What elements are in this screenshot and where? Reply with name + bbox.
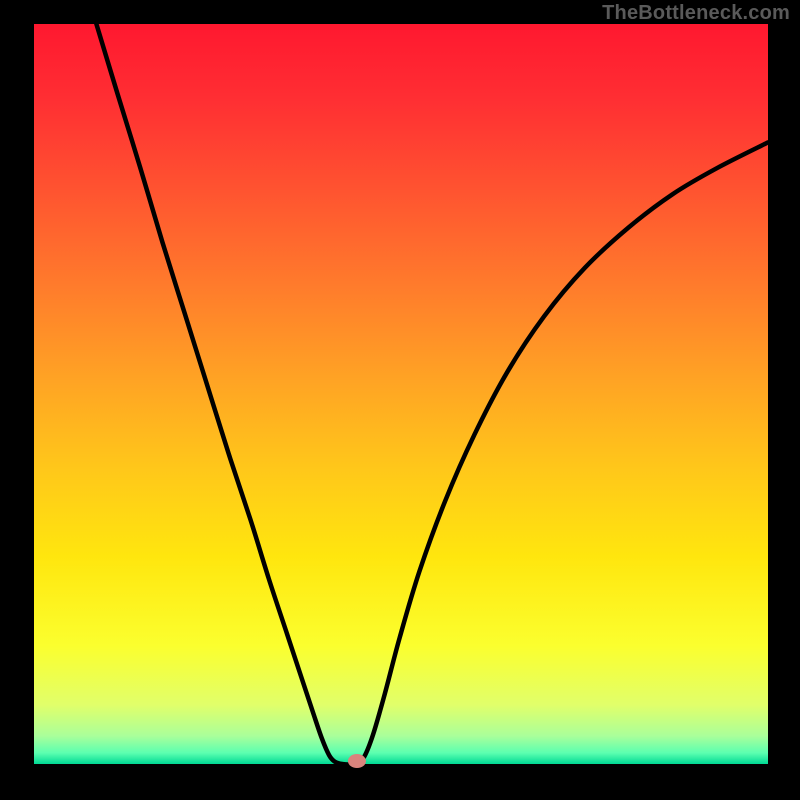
plot-background [34,24,768,764]
minimum-marker [348,754,366,768]
watermark-text: TheBottleneck.com [602,2,790,25]
chart-container: TheBottleneck.com [0,0,800,800]
bottleneck-chart [0,0,800,800]
